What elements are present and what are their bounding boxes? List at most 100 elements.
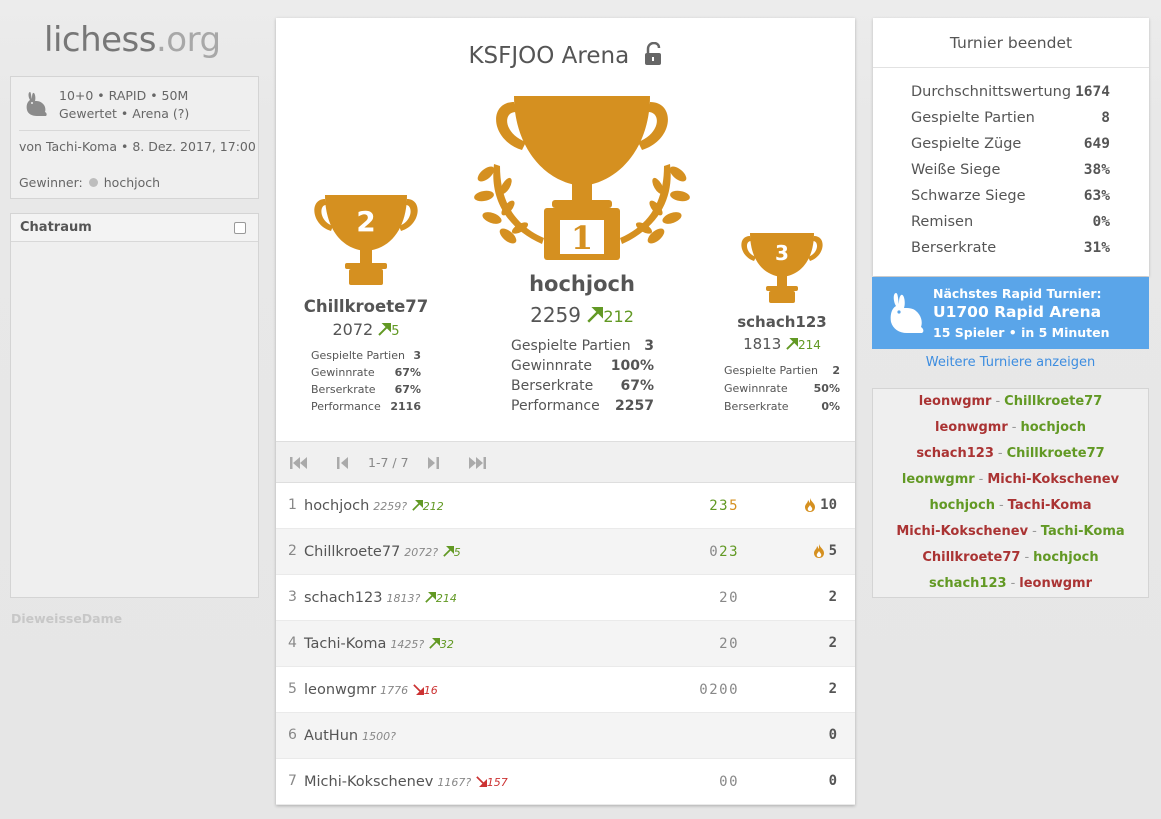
second-place-stats: Gespielte Partien 3 Gewinnrate 67% Berserk… xyxy=(311,347,421,415)
white-player-name[interactable]: schach123 xyxy=(916,446,994,461)
rating-down-arrow-icon xyxy=(476,776,487,787)
stat-label: Performance xyxy=(511,398,600,414)
player-name-link[interactable]: Michi-Kokschenev xyxy=(304,774,434,790)
standings-pager: 1-7 / 7 xyxy=(276,441,855,483)
white-player-name[interactable]: leonwgmr xyxy=(935,420,1008,435)
chat-panel: Chatraum xyxy=(10,213,259,598)
total-points: 0 xyxy=(828,773,837,789)
black-player-name[interactable]: hochjoch xyxy=(1033,550,1099,565)
player-entry: hochjoch 2259? 212 xyxy=(304,498,444,514)
last-page-icon[interactable] xyxy=(468,455,486,471)
total-points: 2 xyxy=(828,635,837,651)
stat-value: 8 xyxy=(1101,110,1110,126)
game-result-row[interactable]: leonwgmr - hochjoch xyxy=(873,415,1148,441)
player-entry: Michi-Kokschenev 1167? 157 xyxy=(304,774,508,790)
fire-streak-icon xyxy=(813,544,824,558)
player-name-link[interactable]: AutHun xyxy=(304,728,359,744)
white-player-name[interactable]: leonwgmr xyxy=(901,472,975,487)
game-result-row[interactable]: Michi-Kokschenev - Tachi-Koma xyxy=(873,519,1148,545)
stat-label: Gespielte Partien xyxy=(724,364,818,377)
white-player-name[interactable]: hochjoch xyxy=(929,498,995,513)
stat-value: 2257 xyxy=(615,398,654,414)
standings-row[interactable]: 2 Chillkroete77 2072? 5 023 5 xyxy=(276,529,855,575)
score-sheet: 20 xyxy=(719,636,739,652)
player-rank: 2 xyxy=(288,543,297,559)
score-sheet: 023 xyxy=(709,544,739,560)
tournament-games-list: leonwgmr - Chillkroete77 leonwgmr - hochjoch s… xyxy=(872,388,1149,598)
stat-label: Gespielte Partien xyxy=(311,349,405,362)
game-result-row[interactable]: schach123- leonwgmr xyxy=(873,571,1148,597)
standings-row[interactable]: 7 Michi-Kokschenev 1167? 157 00 0 xyxy=(276,759,855,805)
stat-label: Weiße Siege xyxy=(911,162,1001,178)
game-result-row[interactable]: Chillkroete77- hochjoch xyxy=(873,545,1148,571)
second-place-name[interactable]: Chillkroete77 xyxy=(303,297,429,316)
game-result-row[interactable]: leonwgmr - Michi-Kokschenev xyxy=(873,467,1148,493)
player-name-link[interactable]: leonwgmr xyxy=(304,682,377,698)
separator: - xyxy=(995,394,1001,409)
first-page-icon[interactable] xyxy=(290,455,308,471)
game-score: 0 xyxy=(729,774,739,790)
player-entry: schach123 1813? 214 xyxy=(304,590,457,606)
standings-row[interactable]: 6 AutHun 1500? 0 xyxy=(276,713,855,759)
total-score: 5 xyxy=(813,543,837,559)
separator: - xyxy=(1024,550,1030,565)
black-player-name[interactable]: Chillkroete77 xyxy=(1006,446,1105,461)
player-rating: 2259? xyxy=(373,500,408,513)
white-player-name[interactable]: leonwgmr xyxy=(918,394,992,409)
site-logo[interactable]: lichess.org xyxy=(44,20,221,60)
chat-title: Chatraum xyxy=(20,220,92,235)
game-result-row[interactable]: schach123- Chillkroete77 xyxy=(873,441,1148,467)
next-tournament-banner[interactable]: Nächstes Rapid Turnier: U1700 Rapid Aren… xyxy=(872,277,1149,349)
first-place-name[interactable]: hochjoch xyxy=(529,272,635,296)
black-player-name[interactable]: Chillkroete77 xyxy=(1004,394,1103,409)
game-result-row[interactable]: hochjoch - Tachi-Koma xyxy=(873,493,1148,519)
player-rating: 1776 xyxy=(380,684,409,697)
player-rating-diff: 214 xyxy=(435,592,457,605)
separator: - xyxy=(998,498,1004,513)
second-place-rating: 2072 xyxy=(332,320,374,339)
player-name-link[interactable]: schach123 xyxy=(304,590,383,606)
next-page-icon[interactable] xyxy=(427,455,439,471)
standings-row[interactable]: 4 Tachi-Koma 1425? 32 20 2 xyxy=(276,621,855,667)
chat-toggle-checkbox[interactable] xyxy=(234,221,246,234)
stat-row: Durchschnittswertung 1674 xyxy=(911,84,1110,110)
game-score: 2 xyxy=(719,590,730,606)
black-player-name[interactable]: leonwgmr xyxy=(1019,576,1092,591)
stat-row: Gespielte Züge 649 xyxy=(911,136,1110,162)
white-player-name[interactable]: Chillkroete77 xyxy=(922,550,1021,565)
stat-value: 38% xyxy=(1083,162,1110,178)
white-player-name[interactable]: Michi-Kokschenev xyxy=(896,524,1029,539)
first-place-number: 1 xyxy=(571,219,593,257)
player-name-link[interactable]: Chillkroete77 xyxy=(304,544,401,560)
chat-header: Chatraum xyxy=(11,214,258,242)
spectator-name[interactable]: DieweisseDame xyxy=(11,611,123,626)
stat-value: 100% xyxy=(610,358,654,374)
game-score: 5 xyxy=(729,498,739,514)
page-range: 1-7 / 7 xyxy=(368,455,409,470)
black-player-name[interactable]: hochjoch xyxy=(1020,420,1086,435)
stat-value: 2116 xyxy=(390,400,421,413)
offline-status-icon xyxy=(88,178,98,187)
black-player-name[interactable]: Tachi-Koma xyxy=(1007,498,1092,513)
winner-name-link[interactable]: hochjoch xyxy=(103,175,161,190)
game-result-row[interactable]: leonwgmr - Chillkroete77 xyxy=(873,389,1148,415)
player-name-link[interactable]: Tachi-Koma xyxy=(304,636,387,652)
score-sheet: 235 xyxy=(709,498,739,514)
stat-label: Berserkrate xyxy=(911,240,997,256)
black-player-name[interactable]: Tachi-Koma xyxy=(1040,524,1125,539)
player-name-link[interactable]: hochjoch xyxy=(304,498,370,514)
more-tournaments-link[interactable]: Weitere Turniere anzeigen xyxy=(925,355,1096,370)
standings-row[interactable]: 5 leonwgmr 1776 16 0200 2 xyxy=(276,667,855,713)
black-player-name[interactable]: Michi-Kokschenev xyxy=(987,472,1120,487)
previous-page-icon[interactable] xyxy=(337,455,349,471)
third-place-name[interactable]: schach123 xyxy=(737,313,827,331)
standings-row[interactable]: 1 hochjoch 2259? 212 235 10 xyxy=(276,483,855,529)
rating-up-arrow-icon xyxy=(378,323,392,336)
total-points: 2 xyxy=(828,589,837,605)
standings-row[interactable]: 3 schach123 1813? 214 20 2 xyxy=(276,575,855,621)
player-rating-diff: 32 xyxy=(439,638,454,651)
stat-row: Berserkrate 0% xyxy=(724,398,840,416)
first-place-trophy-icon: 1 xyxy=(474,96,690,260)
white-player-name[interactable]: schach123 xyxy=(928,576,1007,591)
fire-streak-icon xyxy=(805,498,816,512)
